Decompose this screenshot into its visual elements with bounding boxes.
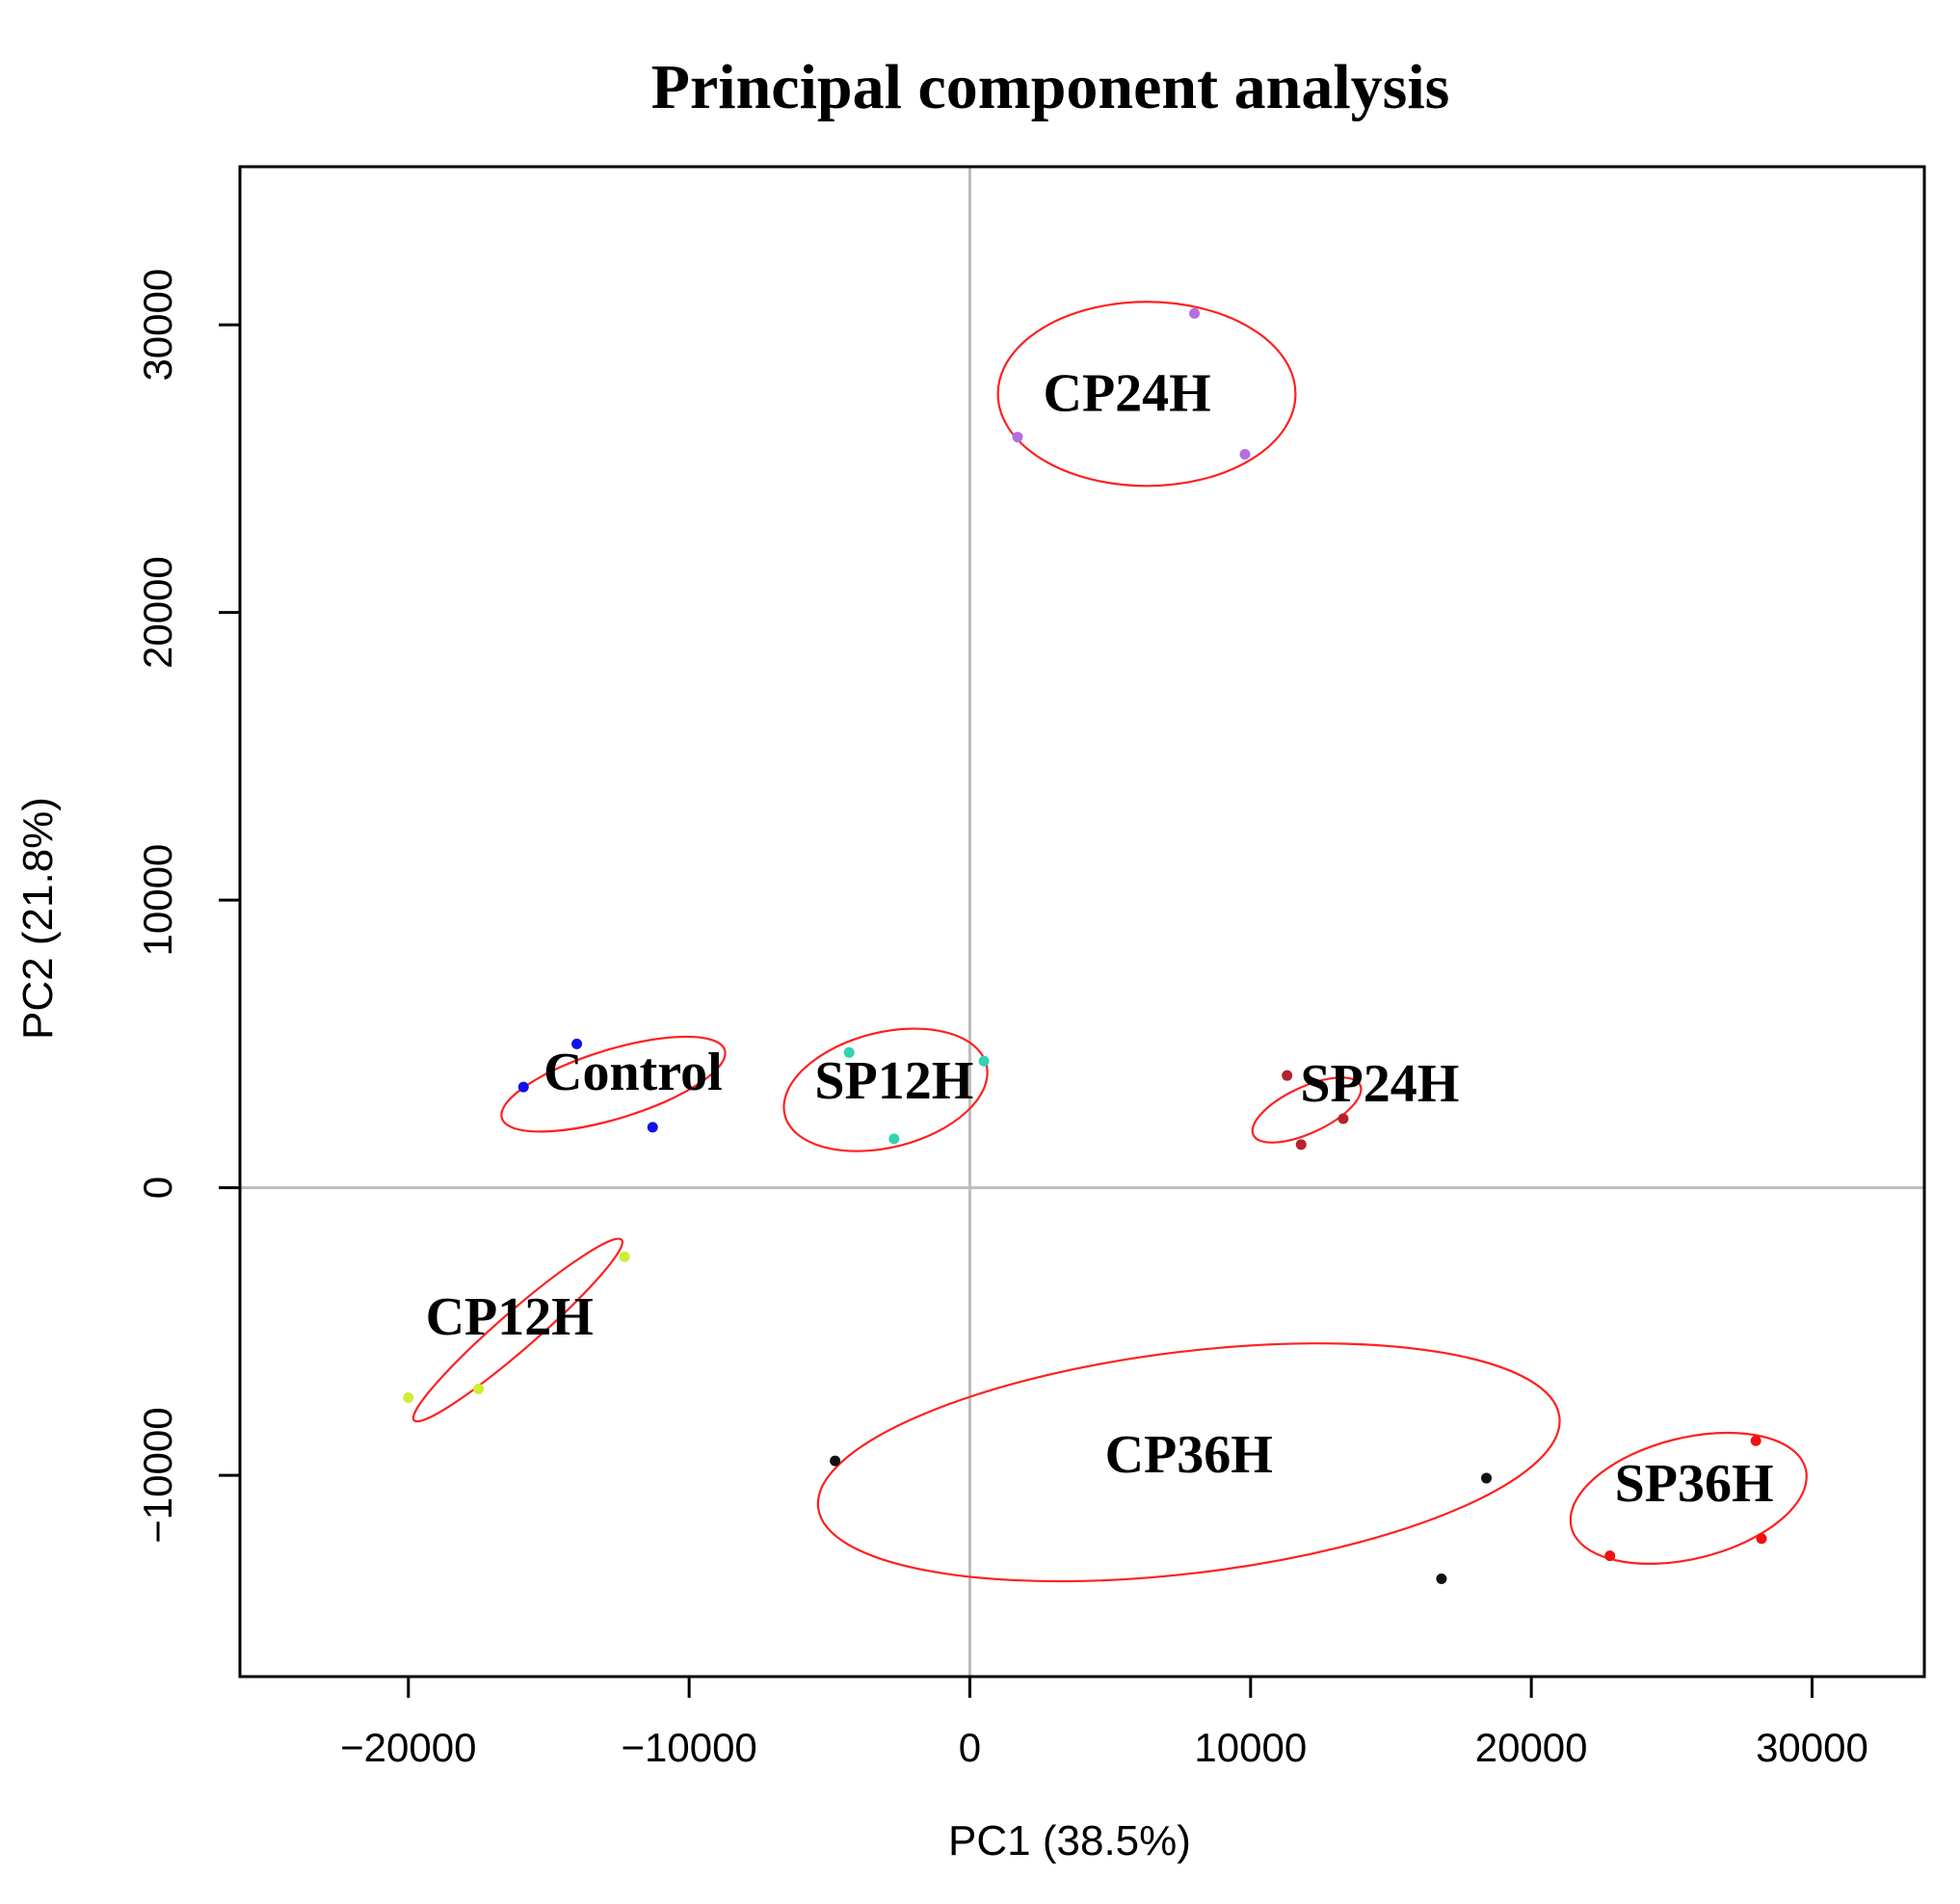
ellipse-cp12h — [411, 1237, 624, 1423]
point-sp24h — [1338, 1113, 1349, 1124]
x-tick-label: 30000 — [1756, 1725, 1868, 1770]
point-sp36h — [1756, 1533, 1767, 1545]
group-label-sp24h: SP24H — [1300, 1054, 1459, 1114]
point-cp12h — [403, 1391, 414, 1403]
x-tick-label: −10000 — [621, 1725, 756, 1770]
group-label-cp36h: CP36H — [1105, 1425, 1273, 1485]
group-ellipses — [411, 301, 1808, 1583]
plot-frame — [238, 165, 1926, 1679]
point-cp12h — [619, 1251, 630, 1262]
point-sp12h — [888, 1133, 900, 1145]
y-tick-label: 10000 — [135, 844, 180, 957]
x-axis-label: PC1 (38.5%) — [948, 1817, 1191, 1864]
x-tick-label: 10000 — [1194, 1725, 1307, 1770]
point-cp12h — [473, 1384, 485, 1395]
point-control — [517, 1081, 529, 1093]
point-cp24h — [1012, 432, 1023, 443]
point-cp36h — [1481, 1472, 1493, 1484]
point-cp24h — [1189, 307, 1201, 319]
group-label-control: Control — [543, 1043, 723, 1102]
point-control — [571, 1038, 583, 1049]
ellipse-cp24h — [996, 301, 1297, 488]
x-tick-label: 0 — [959, 1725, 981, 1770]
group-label-sp12h: SP12H — [814, 1051, 973, 1111]
y-tick-label: 0 — [135, 1177, 180, 1199]
point-cp24h — [1239, 448, 1251, 460]
x-tick-label: −20000 — [340, 1725, 476, 1770]
point-cp36h — [1436, 1573, 1447, 1585]
y-tick-label: −10000 — [135, 1407, 180, 1543]
ellipse-sp24h — [1251, 1076, 1363, 1144]
point-sp24h — [1282, 1070, 1293, 1081]
point-sp36h — [1750, 1435, 1761, 1446]
point-sp12h — [843, 1046, 855, 1058]
y-axis-label: PC2 (21.8%) — [14, 797, 62, 1040]
group-label-cp24h: CP24H — [1044, 364, 1211, 424]
point-control — [647, 1122, 658, 1133]
zero-lines — [240, 167, 1924, 1677]
group-label-sp36h: SP36H — [1615, 1454, 1774, 1514]
chart-title: Principal component analysis — [651, 52, 1450, 122]
x-tick-label: 20000 — [1475, 1725, 1588, 1770]
ellipse-cp36h — [816, 1342, 1561, 1583]
point-cp36h — [830, 1455, 841, 1467]
group-labels: CP24H Control SP12H SP24H CP12H CP36H SP36H — [426, 364, 1774, 1514]
y-axis: −10000 0 10000 20000 30000 — [135, 269, 240, 1544]
ellipse-control — [500, 1035, 727, 1133]
point-sp36h — [1604, 1550, 1616, 1562]
x-axis: −20000 −10000 0 10000 20000 30000 — [340, 1677, 1868, 1770]
data-points — [403, 307, 1767, 1585]
y-tick-label: 20000 — [135, 556, 180, 669]
y-tick-label: 30000 — [135, 269, 180, 382]
group-label-cp12h: CP12H — [426, 1287, 594, 1347]
ellipse-sp36h — [1569, 1431, 1808, 1565]
point-sp24h — [1295, 1139, 1307, 1150]
point-sp12h — [978, 1055, 990, 1067]
